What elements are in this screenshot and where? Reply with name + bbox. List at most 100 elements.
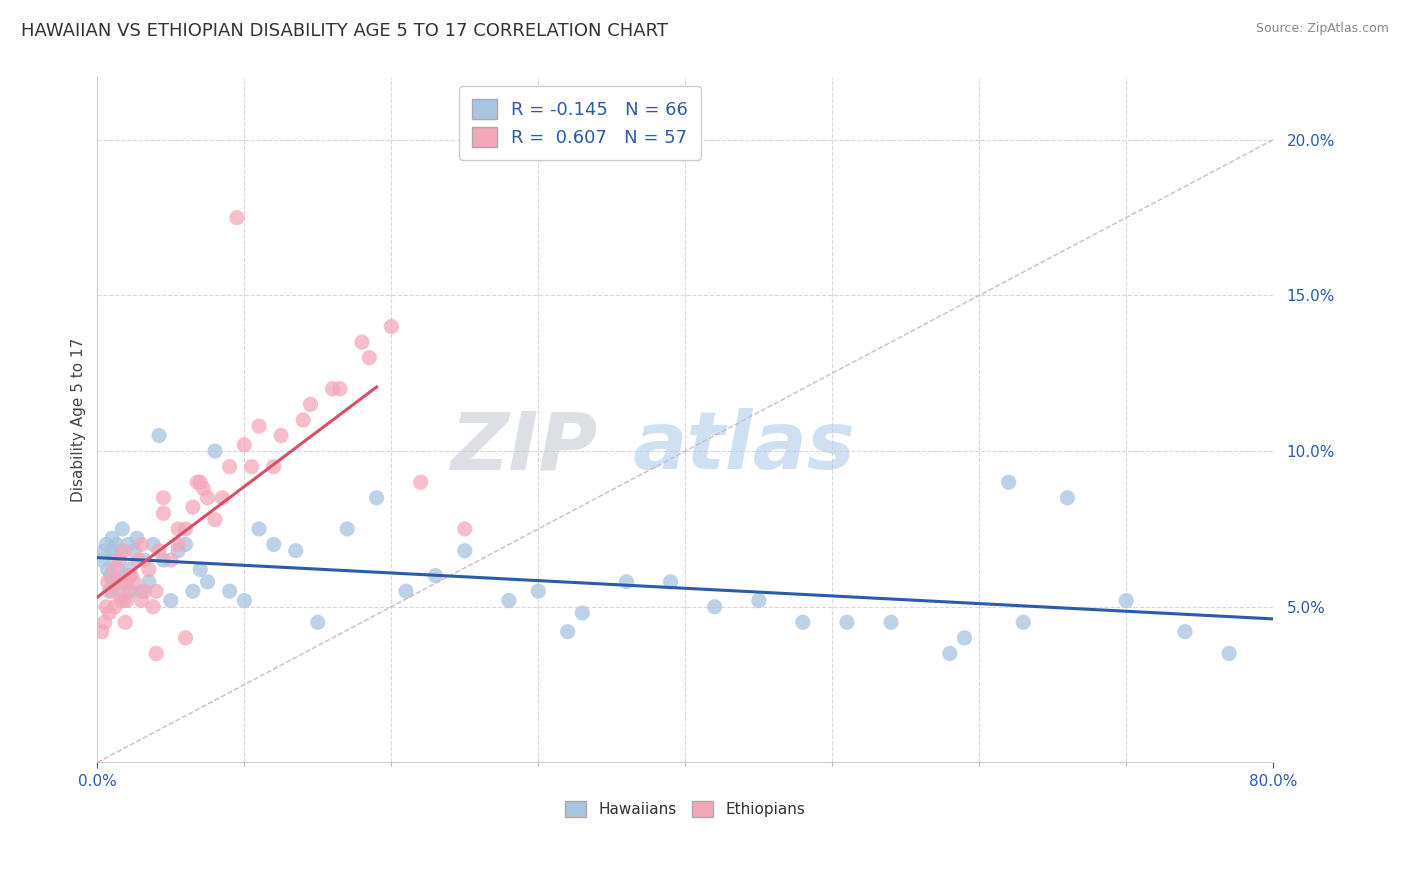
Point: [498, 593, 520, 607]
Point: [181, 500, 204, 515]
Point: [98, 584, 121, 599]
Point: [321, 382, 344, 396]
Point: [218, 459, 240, 474]
Point: [939, 647, 962, 661]
Point: [128, 553, 150, 567]
Point: [181, 584, 204, 599]
Point: [233, 438, 256, 452]
Point: [152, 491, 174, 505]
Point: [186, 475, 208, 490]
Point: [233, 593, 256, 607]
Point: [103, 562, 125, 576]
Point: [118, 568, 141, 582]
Point: [90, 553, 112, 567]
Point: [204, 444, 226, 458]
Point: [557, 624, 579, 639]
Point: [835, 615, 858, 630]
Point: [138, 574, 160, 589]
Point: [953, 631, 976, 645]
Text: ZIP: ZIP: [450, 409, 598, 486]
Point: [527, 584, 550, 599]
Point: [134, 584, 156, 599]
Point: [118, 562, 141, 576]
Point: [167, 522, 190, 536]
Point: [114, 568, 136, 582]
Point: [188, 475, 211, 490]
Point: [284, 543, 307, 558]
Point: [117, 584, 139, 599]
Point: [108, 584, 131, 599]
Point: [90, 624, 112, 639]
Point: [131, 537, 153, 551]
Point: [138, 562, 160, 576]
Point: [792, 615, 814, 630]
Point: [395, 584, 418, 599]
Point: [197, 491, 219, 505]
Point: [174, 631, 197, 645]
Point: [350, 335, 373, 350]
Point: [247, 419, 270, 434]
Point: [107, 562, 129, 576]
Point: [454, 522, 477, 536]
Point: [197, 574, 219, 589]
Point: [131, 584, 153, 599]
Point: [145, 647, 167, 661]
Point: [148, 428, 170, 442]
Point: [96, 599, 118, 614]
Point: [131, 593, 153, 607]
Point: [659, 574, 682, 589]
Point: [101, 531, 124, 545]
Point: [1056, 491, 1078, 505]
Point: [142, 599, 165, 614]
Point: [142, 537, 165, 551]
Point: [188, 562, 211, 576]
Point: [174, 522, 197, 536]
Point: [1174, 624, 1197, 639]
Point: [247, 522, 270, 536]
Point: [101, 543, 124, 558]
Text: HAWAIIAN VS ETHIOPIAN DISABILITY AGE 5 TO 17 CORRELATION CHART: HAWAIIAN VS ETHIOPIAN DISABILITY AGE 5 T…: [21, 22, 668, 40]
Point: [366, 491, 388, 505]
Point: [122, 574, 145, 589]
Point: [148, 543, 170, 558]
Point: [110, 543, 132, 558]
Point: [104, 599, 127, 614]
Point: [174, 537, 197, 551]
Point: [120, 568, 142, 582]
Point: [160, 553, 183, 567]
Point: [167, 543, 190, 558]
Point: [115, 593, 138, 607]
Point: [117, 537, 139, 551]
Point: [93, 615, 115, 630]
Legend: Hawaiians, Ethiopians: Hawaiians, Ethiopians: [558, 795, 811, 823]
Point: [103, 574, 125, 589]
Point: [571, 606, 593, 620]
Point: [96, 537, 118, 551]
Point: [299, 397, 322, 411]
Point: [409, 475, 432, 490]
Point: [100, 568, 122, 582]
Point: [134, 553, 156, 567]
Point: [880, 615, 903, 630]
Point: [115, 574, 138, 589]
Point: [263, 459, 285, 474]
Point: [270, 428, 292, 442]
Point: [104, 553, 127, 567]
Point: [292, 413, 315, 427]
Point: [101, 584, 124, 599]
Point: [97, 574, 120, 589]
Point: [211, 491, 233, 505]
Point: [748, 593, 770, 607]
Point: [240, 459, 263, 474]
Point: [336, 522, 359, 536]
Point: [111, 522, 134, 536]
Point: [307, 615, 329, 630]
Point: [226, 211, 249, 225]
Point: [152, 553, 174, 567]
Point: [112, 593, 135, 607]
Point: [616, 574, 638, 589]
Point: [263, 537, 285, 551]
Point: [105, 574, 128, 589]
Point: [110, 593, 132, 607]
Point: [1218, 647, 1240, 661]
